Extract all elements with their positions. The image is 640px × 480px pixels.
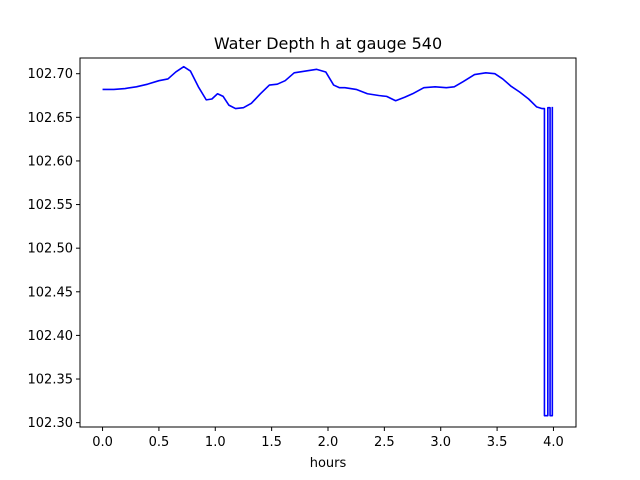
y-tick-label: 102.30 xyxy=(28,416,74,431)
y-tick-label: 102.35 xyxy=(28,373,74,388)
x-tick-label: 2.0 xyxy=(318,435,339,450)
x-tick-label: 2.5 xyxy=(374,435,395,450)
y-tick-label: 102.65 xyxy=(28,111,74,126)
y-tick-label: 102.70 xyxy=(28,67,74,82)
x-tick-label: 3.5 xyxy=(487,435,508,450)
x-tick-label: 1.5 xyxy=(261,435,282,450)
series-line-0 xyxy=(102,65,554,417)
y-tick-label: 102.50 xyxy=(28,242,74,257)
chart-title: Water Depth h at gauge 540 xyxy=(214,34,442,53)
plot-area xyxy=(102,65,554,417)
y-tick-label: 102.55 xyxy=(28,198,74,213)
x-axis: 0.0 0.5 1.0 1.5 2.0 2.5 3.0 3.5 4.0 xyxy=(92,427,564,450)
x-tick-label: 0.0 xyxy=(92,435,113,450)
x-tick-label: 4.0 xyxy=(543,435,564,450)
x-tick-label: 0.5 xyxy=(149,435,170,450)
x-tick-label: 3.0 xyxy=(430,435,451,450)
x-axis-label: hours xyxy=(310,456,347,471)
y-axis: 102.30 102.35 102.40 102.45 102.50 102.55 102.… xyxy=(28,67,80,431)
y-tick-label: 102.60 xyxy=(28,154,74,169)
y-tick-label: 102.40 xyxy=(28,329,74,344)
y-tick-label: 102.45 xyxy=(28,285,74,300)
x-tick-label: 1.0 xyxy=(205,435,226,450)
